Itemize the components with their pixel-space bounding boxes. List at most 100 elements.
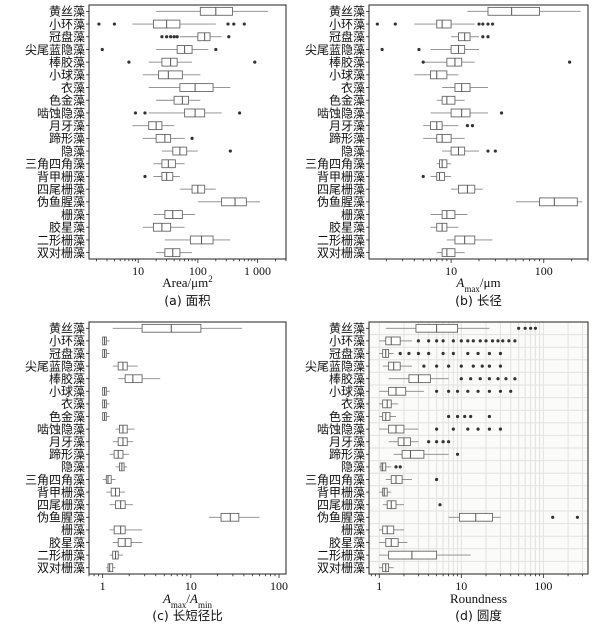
- outlier-point: [487, 351, 492, 356]
- box-背甲栅藻: [421, 172, 452, 181]
- x-axis-label: Amax/Amin: [162, 591, 213, 610]
- x-tick-label: 100: [270, 579, 288, 593]
- category-label: 衣藻: [341, 396, 365, 411]
- box-伪鱼腥藻: [515, 197, 583, 207]
- category-label: 二形栅藻: [317, 232, 365, 247]
- outlier-point: [487, 427, 492, 431]
- outlier-point: [435, 440, 439, 444]
- category-label: 背甲栅藻: [37, 484, 85, 499]
- box-四尾栅藻: [382, 500, 442, 510]
- category-label: 冠盘藻: [49, 29, 85, 44]
- outlier-point: [427, 440, 431, 444]
- outlier-point: [416, 339, 421, 343]
- outlier-point: [421, 174, 425, 179]
- category-label: 四尾栅藻: [317, 181, 365, 196]
- outlier-point: [478, 377, 482, 381]
- outlier-point: [471, 339, 475, 343]
- category-label: 小环藻: [329, 17, 365, 31]
- outlier-point: [486, 149, 490, 153]
- box-双对栅藻: [436, 248, 465, 258]
- iqr-box: [155, 133, 172, 143]
- category-label: 栅藻: [341, 207, 365, 222]
- outlier-point: [160, 35, 164, 39]
- outlier-point: [487, 389, 492, 393]
- outlier-point: [97, 22, 101, 26]
- iqr-box: [173, 95, 190, 105]
- outlier-point: [476, 427, 480, 431]
- box-蹄形藻: [423, 133, 465, 143]
- box-冠盘藻: [379, 349, 503, 358]
- outlier-point: [441, 351, 445, 356]
- category-label: 衣藻: [61, 396, 85, 411]
- iqr-box: [221, 197, 247, 207]
- category-label: 双对栅藻: [317, 245, 365, 260]
- x-tick-label: 10: [132, 264, 144, 278]
- outlier-point: [551, 515, 555, 519]
- iqr-box: [380, 462, 387, 472]
- iqr-box: [161, 57, 178, 67]
- outlier-point: [501, 339, 505, 343]
- category-label: 背甲栅藻: [317, 484, 365, 499]
- iqr-box: [439, 159, 448, 169]
- box-栅藻: [430, 210, 468, 219]
- category-label: 隐藻: [61, 144, 85, 158]
- outlier-point: [465, 124, 470, 128]
- category-label: 尖尾蓝隐藻: [25, 43, 85, 57]
- box-四尾栅藻: [451, 184, 483, 194]
- category-label: 双对栅藻: [37, 245, 85, 260]
- iqr-box: [450, 45, 466, 54]
- outlier-point: [487, 414, 492, 419]
- outlier-point: [476, 351, 480, 356]
- iqr-box: [197, 32, 211, 42]
- box-背甲栅藻: [143, 172, 180, 181]
- box-色金藻: [436, 95, 465, 105]
- box-伪鱼腥藻: [448, 512, 580, 522]
- category-label: 三角四角藻: [305, 157, 365, 171]
- outlier-point: [398, 465, 402, 469]
- iqr-box: [385, 538, 399, 547]
- outlier-point: [466, 427, 470, 431]
- outlier-point: [487, 377, 492, 381]
- box-小环藻: [102, 336, 110, 346]
- box-栅藻: [379, 525, 404, 535]
- outlier-point: [133, 111, 138, 115]
- box-三角四角藻: [436, 159, 452, 169]
- box-二形栅藻: [446, 235, 493, 245]
- box-棒胶藻: [118, 374, 161, 384]
- box-黄丝藻: [467, 6, 581, 16]
- outlier-point: [435, 364, 439, 368]
- iqr-box: [454, 83, 471, 92]
- category-label: 三角四角藻: [25, 473, 85, 487]
- x-tick-label: 10: [185, 579, 197, 593]
- iqr-box: [446, 57, 463, 67]
- outlier-point: [575, 515, 580, 519]
- outlier-point: [499, 111, 504, 115]
- box-胶星藻: [112, 538, 143, 547]
- outlier-point: [427, 339, 431, 343]
- outlier-point: [172, 35, 176, 39]
- outlier-point: [463, 414, 467, 419]
- box-黄丝藻: [156, 6, 269, 16]
- outlier-point: [421, 60, 425, 64]
- outlier-point: [451, 339, 455, 343]
- outlier-point: [459, 339, 463, 343]
- box-二形栅藻: [379, 550, 471, 560]
- outlier-point: [459, 377, 463, 381]
- outlier-point: [175, 35, 179, 39]
- outlier-point: [446, 364, 451, 368]
- box-胶星藻: [379, 538, 408, 547]
- outlier-point: [469, 377, 473, 381]
- category-label: 冠盘藻: [49, 346, 85, 361]
- category-label: 伪鱼腥藻: [317, 195, 365, 209]
- iqr-box: [430, 70, 448, 80]
- category-label: 小球藻: [49, 385, 85, 399]
- outlier-point: [446, 440, 451, 444]
- outlier-point: [435, 339, 439, 343]
- category-label: 棒胶藻: [329, 54, 365, 69]
- box-色金藻: [379, 412, 492, 421]
- outlier-point: [441, 440, 445, 444]
- outlier-point: [504, 377, 508, 381]
- category-label: 隐藻: [341, 460, 365, 474]
- outlier-point: [477, 22, 481, 26]
- outlier-point: [438, 503, 442, 507]
